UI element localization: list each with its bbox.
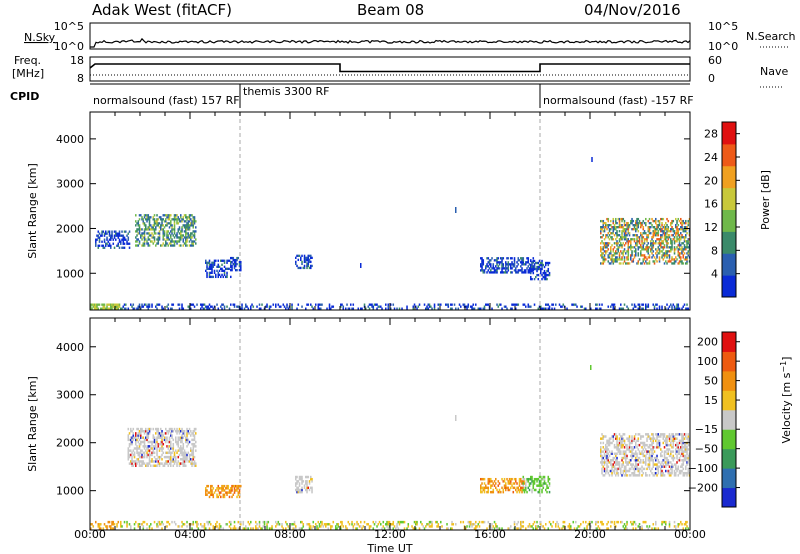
power-colorbar: 4 8 12 16 20 24 28 — [704, 121, 740, 298]
cb1-swatch-1 — [722, 253, 736, 276]
cpid-label: CPID — [10, 90, 39, 103]
p2-axes-ytick-3: 4000 — [56, 341, 84, 354]
beam-title: Beam 08 — [357, 1, 425, 19]
cpid-segment-1: themis 3300 RF — [243, 85, 330, 98]
velocity-colorbar-label-main: Velocity [m s — [780, 372, 793, 443]
x-tick-6: 00:00 — [674, 528, 706, 541]
power-ylabel: Slant Range [km] — [26, 163, 39, 259]
nsky-panel-frame — [89, 22, 691, 50]
freq-label-line2: [MHz] — [12, 67, 44, 80]
cb2-swatch-6 — [722, 370, 736, 391]
velocity-panel-frame — [89, 317, 691, 531]
p1-axes-ytick-0: 1000 — [56, 267, 84, 280]
cb1-swatch-3 — [722, 209, 736, 232]
cb2-tick-5: −50 — [695, 443, 718, 456]
cb2-swatch-1 — [722, 468, 736, 489]
power-panel-data — [90, 112, 690, 310]
cb1-tick-5: 24 — [704, 151, 718, 164]
p1-axes-ytick-3: 4000 — [56, 133, 84, 146]
nsky-trace — [90, 37, 691, 48]
p1-axes-ytick-1: 2000 — [56, 222, 84, 235]
date-title: 04/Nov/2016 — [584, 1, 681, 19]
x-tick-labels: 00:00 04:00 08:00 12:00 16:00 20:00 00:00 — [74, 528, 706, 541]
nsky-label: N.Sky — [24, 31, 56, 44]
cb2-swatch-3 — [722, 429, 736, 450]
p2-axes-ytick-2: 3000 — [56, 389, 84, 402]
cb1-swatch-6 — [722, 143, 736, 167]
velocity-panel-data — [90, 318, 690, 530]
cb1-swatch-5 — [722, 165, 736, 189]
p1-axes-ytick-2: 3000 — [56, 178, 84, 191]
cb2-tick-2: 50 — [704, 375, 718, 388]
cb2-tick-0: 200 — [697, 336, 718, 349]
velocity-colorbar-label-end: ] — [780, 357, 793, 361]
x-tick-2: 08:00 — [274, 528, 306, 541]
velocity-colorbar: 200 100 50 15 −15 −50 −100 −200 — [688, 331, 740, 508]
cb2-swatch-7 — [722, 351, 736, 372]
velocity-colorbar-label: Velocity [m s−1] — [779, 357, 793, 444]
freq-panel-frame — [89, 56, 691, 82]
cpid-segment-0: normalsound (fast) 157 RF — [93, 94, 240, 107]
x-tick-0: 00:00 — [74, 528, 106, 541]
power-colorbar-label: Power [dB] — [759, 170, 772, 230]
velocity-ylabel: Slant Range [km] — [26, 376, 39, 472]
cb2-tick-7: −200 — [688, 482, 718, 495]
cb2-tick-6: −100 — [688, 462, 718, 475]
freq-tick-bottom: 8 — [77, 72, 84, 85]
power-panel-axes: 1000 2000 3000 4000 — [56, 112, 691, 310]
cb1-swatch-2 — [722, 231, 736, 254]
nsky-tick-bottom: 10^0 — [54, 40, 84, 53]
cb2-tick-1: 100 — [697, 355, 718, 368]
cb1-swatch-4 — [722, 187, 736, 210]
x-tick-1: 04:00 — [174, 528, 206, 541]
cb2-swatch-2 — [722, 448, 736, 469]
cb2-swatch-5 — [722, 390, 736, 411]
freq-tick-top: 18 — [70, 54, 84, 67]
freq-trace — [89, 63, 690, 73]
cb2-tick-3: 15 — [704, 394, 718, 407]
cb2-swatch-8 — [722, 332, 736, 352]
cb2-tick-4: −15 — [695, 423, 718, 436]
cb1-tick-0: 4 — [711, 268, 718, 281]
cb1-tick-2: 12 — [704, 221, 718, 234]
p2-axes-ytick-0: 1000 — [56, 485, 84, 498]
velocity-panel-axes: 1000 2000 3000 4000 — [56, 318, 691, 530]
freq-label-line1: Freq. — [14, 54, 41, 67]
nsky-tick-top: 10^5 — [54, 20, 84, 33]
cb1-swatch-7 — [722, 122, 736, 145]
x-tick-5: 20:00 — [574, 528, 606, 541]
p2-axes-ytick-1: 2000 — [56, 437, 84, 450]
nave-tick-top: 60 — [708, 54, 722, 67]
cb1-tick-1: 8 — [711, 244, 718, 257]
power-panel-frame — [89, 111, 691, 311]
x-axis-label: Time UT — [366, 542, 412, 554]
x-tick-4: 16:00 — [474, 528, 506, 541]
x-tick-3: 12:00 — [374, 528, 406, 541]
cb1-swatch-0 — [722, 275, 736, 298]
nsearch-tick-bottom: 10^0 — [708, 40, 738, 53]
nsearch-tick-top: 10^5 — [708, 20, 738, 33]
cb1-tick-3: 16 — [704, 198, 718, 211]
velocity-colorbar-label-exp: −1 — [779, 361, 788, 373]
cb2-swatch-4 — [722, 409, 736, 430]
cb1-tick-6: 28 — [704, 128, 718, 141]
cb1-tick-4: 20 — [704, 174, 718, 187]
station-title: Adak West (fitACF) — [92, 1, 232, 19]
nave-tick-bottom: 0 — [708, 72, 715, 85]
cpid-segment-2: normalsound (fast) -157 RF — [543, 94, 694, 107]
nave-label: Nave — [760, 65, 788, 78]
nsearch-label: N.Search — [746, 30, 796, 43]
cb2-swatch-0 — [722, 487, 736, 508]
